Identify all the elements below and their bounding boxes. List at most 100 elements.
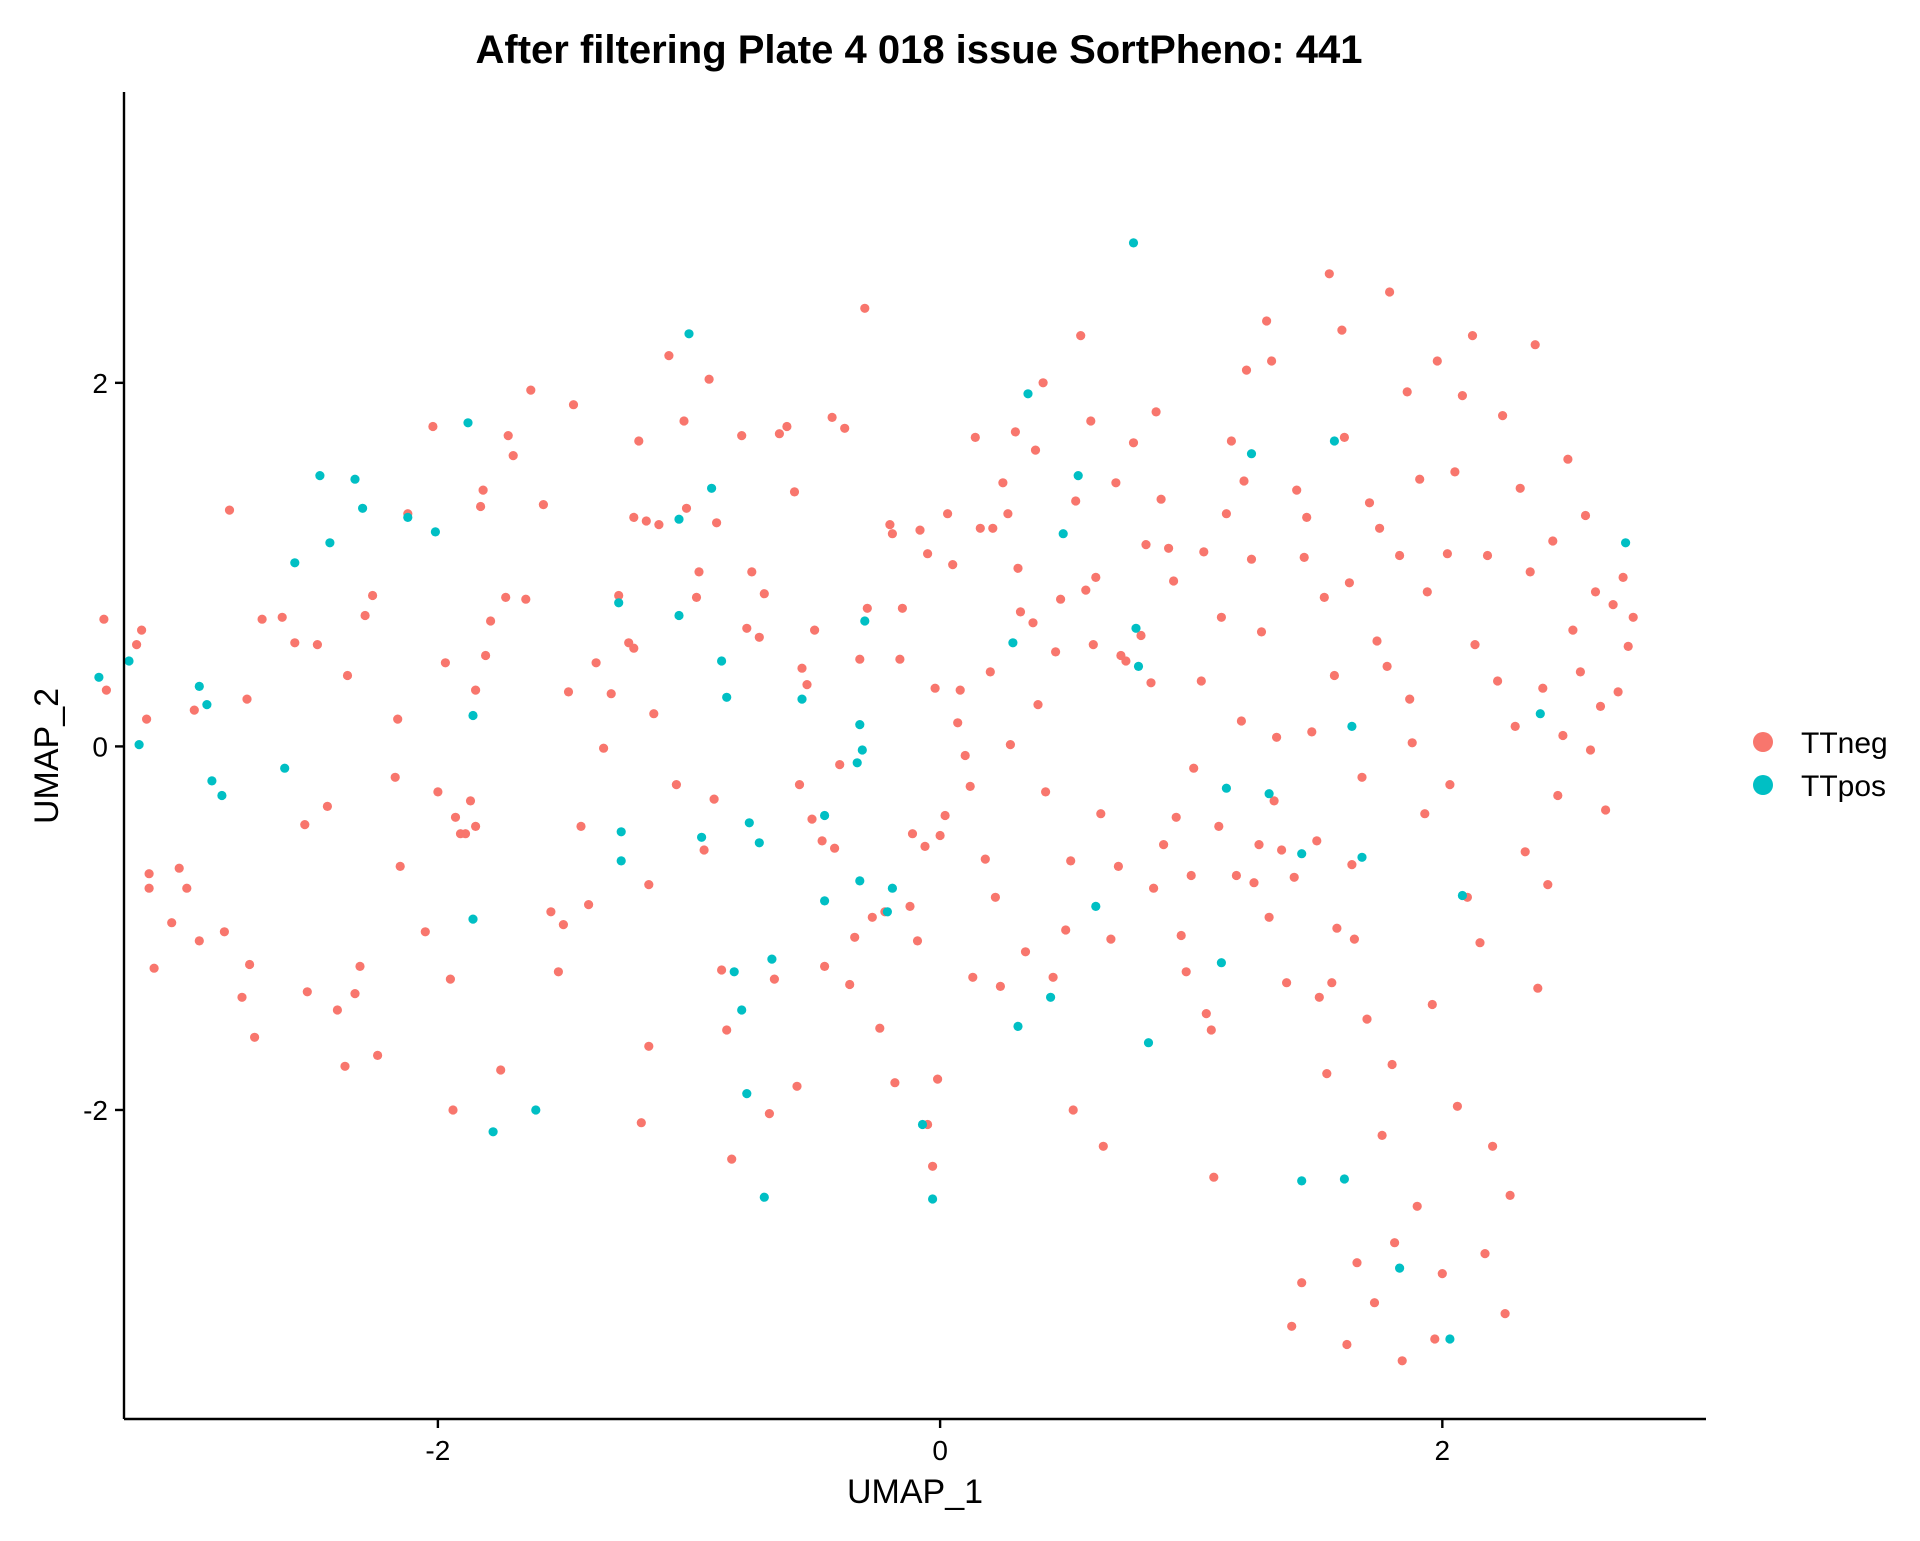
point-ttneg-100 [764, 1109, 775, 1119]
point-ttneg-246 [1349, 934, 1359, 944]
point-ttneg-47 [465, 796, 476, 806]
point-ttpos-42 [855, 876, 865, 886]
point-ttpos-62 [1246, 449, 1257, 459]
point-ttpos-70 [1395, 1263, 1405, 1273]
point-ttneg-57 [508, 451, 518, 461]
point-ttneg-276 [1457, 391, 1467, 401]
point-ttneg-238 [1327, 978, 1337, 988]
point-ttpos-34 [754, 838, 764, 848]
point-ttneg-146 [960, 750, 970, 761]
point-ttneg-188 [1136, 630, 1146, 641]
point-ttneg-222 [1269, 796, 1279, 806]
point-ttneg-202 [1196, 676, 1206, 686]
point-ttneg-181 [1098, 1141, 1108, 1151]
point-ttneg-75 [634, 436, 644, 446]
point-ttpos-17 [468, 914, 478, 924]
point-ttneg-190 [1146, 678, 1156, 688]
point-ttpos-43 [857, 745, 867, 755]
point-ttneg-284 [1493, 676, 1503, 686]
point-ttneg-122 [867, 912, 877, 922]
series-ttneg [99, 269, 1638, 1366]
point-ttneg-205 [1206, 1025, 1216, 1035]
chart-title: After filtering Plate 4 018 issue SortPh… [476, 28, 1363, 72]
point-ttneg-268 [1427, 999, 1437, 1010]
point-ttneg-25 [322, 801, 332, 812]
point-ttpos-36 [767, 954, 777, 964]
point-ttneg-143 [948, 560, 958, 570]
point-ttpos-41 [855, 720, 865, 730]
point-ttneg-44 [450, 812, 461, 822]
point-ttneg-66 [576, 821, 586, 832]
point-ttneg-270 [1432, 356, 1442, 366]
y-tick-label: -2 [83, 1095, 108, 1126]
point-ttneg-29 [350, 989, 360, 999]
point-ttpos-50 [1013, 1021, 1023, 1031]
point-ttpos-61 [1221, 783, 1231, 793]
point-ttneg-171 [1061, 925, 1071, 935]
point-ttneg-4 [142, 714, 152, 724]
point-ttneg-84 [679, 416, 689, 426]
point-ttneg-54 [496, 1065, 506, 1075]
point-ttneg-290 [1520, 847, 1530, 857]
point-ttneg-61 [546, 907, 556, 917]
point-ttneg-210 [1226, 436, 1236, 446]
point-ttneg-162 [1020, 947, 1031, 957]
point-ttneg-261 [1402, 387, 1412, 397]
point-ttpos-38 [820, 810, 830, 821]
point-ttneg-163 [1028, 618, 1038, 628]
point-ttpos-58 [1133, 661, 1144, 672]
point-ttneg-27 [340, 1061, 350, 1071]
point-ttneg-18 [250, 1032, 260, 1042]
point-ttneg-73 [629, 643, 639, 653]
point-ttneg-24 [312, 640, 322, 650]
point-ttneg-68 [591, 658, 601, 668]
point-ttneg-76 [636, 1118, 646, 1128]
point-ttneg-46 [460, 829, 471, 839]
point-ttneg-112 [820, 961, 830, 972]
point-ttneg-142 [943, 509, 953, 519]
point-ttneg-254 [1377, 1130, 1387, 1140]
point-ttpos-54 [1073, 471, 1083, 481]
point-ttneg-173 [1068, 1105, 1078, 1115]
point-ttneg-55 [501, 592, 511, 603]
point-ttneg-19 [257, 614, 267, 624]
point-ttneg-187 [1128, 438, 1139, 448]
point-ttneg-281 [1480, 1249, 1490, 1259]
point-ttneg-151 [980, 854, 990, 864]
legend-key-ttpos [1753, 775, 1773, 795]
point-ttneg-183 [1111, 478, 1121, 488]
point-ttneg-10 [182, 883, 192, 893]
point-ttneg-223 [1272, 732, 1282, 742]
point-ttneg-184 [1113, 861, 1123, 872]
point-ttneg-42 [445, 974, 455, 984]
y-axis-title: UMAP_2 [28, 688, 66, 824]
point-ttneg-8 [167, 918, 177, 928]
point-ttneg-13 [219, 927, 229, 937]
point-ttneg-121 [862, 603, 872, 613]
point-ttpos-74 [1621, 538, 1631, 548]
point-ttneg-249 [1362, 1014, 1372, 1024]
point-ttneg-116 [840, 423, 850, 433]
point-ttneg-285 [1498, 411, 1508, 421]
point-ttneg-241 [1337, 325, 1347, 335]
point-ttneg-14 [224, 505, 235, 515]
point-ttpos-51 [1023, 389, 1033, 399]
point-ttpos-9 [315, 471, 325, 481]
y-tick-label: 0 [92, 731, 108, 762]
point-ttneg-259 [1395, 550, 1405, 561]
point-ttneg-21 [290, 638, 300, 648]
point-ttneg-298 [1558, 730, 1568, 741]
point-ttneg-267 [1422, 587, 1432, 597]
point-ttneg-135 [923, 549, 933, 559]
point-ttpos-39 [820, 896, 830, 906]
point-ttpos-29 [722, 692, 732, 702]
point-ttneg-105 [792, 1081, 802, 1091]
legend-item-ttneg: TTneg [1753, 727, 1888, 760]
point-ttneg-117 [845, 979, 855, 990]
point-ttneg-93 [722, 1025, 732, 1035]
point-ttneg-178 [1088, 640, 1098, 650]
point-ttneg-236 [1322, 1069, 1332, 1079]
point-ttneg-89 [704, 374, 714, 384]
point-ttneg-295 [1543, 880, 1553, 890]
